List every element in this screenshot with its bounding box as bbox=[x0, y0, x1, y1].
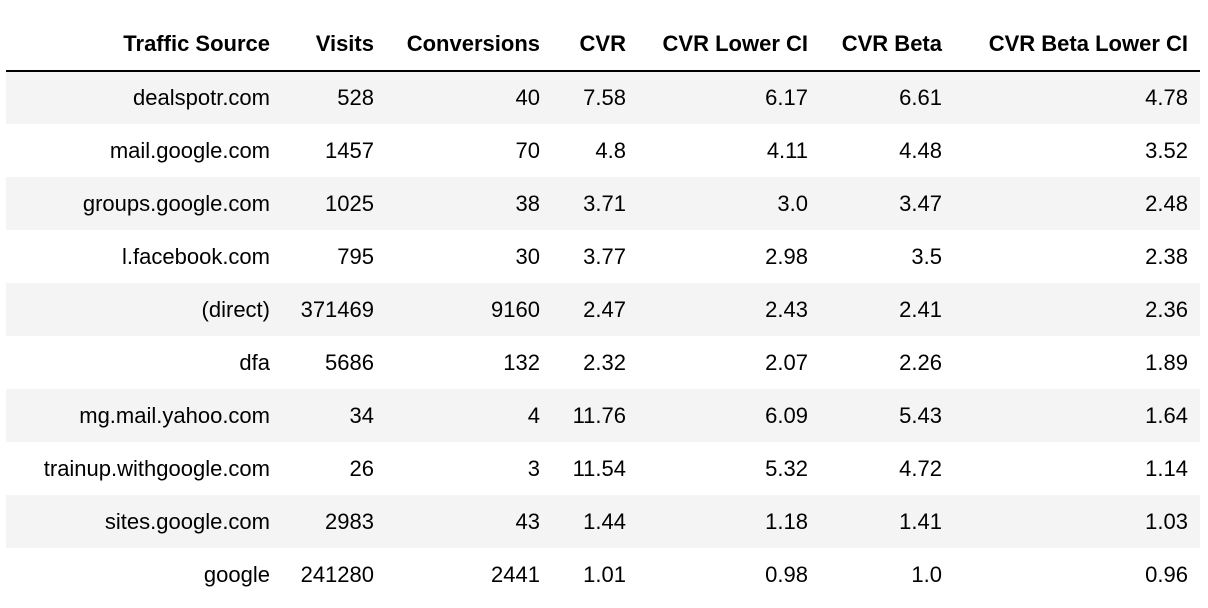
cvr-cell: 3.77 bbox=[583, 243, 626, 269]
cvr-beta-cell: 3.5 bbox=[911, 243, 942, 269]
cvr-lower-ci-cell: 2.07 bbox=[765, 349, 808, 375]
table-row: mg.mail.yahoo.com 34 4 11.76 6.09 5.43 1… bbox=[6, 389, 1200, 442]
column-header: Visits bbox=[315, 30, 374, 56]
conversions-cell: 9160 bbox=[491, 296, 540, 322]
traffic-source-cell: trainup.withgoogle.com bbox=[43, 455, 270, 481]
cvr-beta-lower-ci-cell: 2.38 bbox=[1145, 243, 1188, 269]
table-row: l.facebook.com 795 30 3.77 2.98 3.5 2.38 bbox=[6, 230, 1200, 283]
cvr-cell: 11.76 bbox=[572, 402, 626, 428]
cvr-lower-ci-cell: 2.98 bbox=[765, 243, 808, 269]
traffic-source-cell: (direct) bbox=[201, 296, 270, 322]
table-row: sites.google.com 2983 43 1.44 1.18 1.41 … bbox=[6, 495, 1200, 548]
traffic-source-cell: sites.google.com bbox=[104, 508, 270, 534]
cvr-beta-cell: 3.47 bbox=[899, 190, 942, 216]
traffic-source-cell: l.facebook.com bbox=[122, 243, 270, 269]
traffic-source-cell: groups.google.com bbox=[82, 190, 270, 216]
visits-cell: 26 bbox=[349, 455, 374, 481]
cvr-beta-cell: 4.72 bbox=[899, 455, 942, 481]
traffic-source-cell: dealspotr.com bbox=[133, 85, 270, 110]
cvr-beta-cell: 1.0 bbox=[911, 561, 942, 587]
cvr-beta-lower-ci-cell: 1.64 bbox=[1145, 402, 1188, 428]
table-row: groups.google.com 1025 38 3.71 3.0 3.47 … bbox=[6, 177, 1200, 230]
visits-cell: 34 bbox=[349, 402, 374, 428]
cvr-beta-cell: 4.48 bbox=[899, 137, 942, 163]
column-header: CVR Beta bbox=[841, 30, 942, 56]
traffic-source-cell: mail.google.com bbox=[109, 137, 270, 163]
table-row: (direct) 371469 9160 2.47 2.43 2.41 2.36 bbox=[6, 283, 1200, 336]
visits-cell: 1457 bbox=[325, 137, 374, 163]
cvr-lower-ci-cell: 4.11 bbox=[766, 137, 808, 163]
cvr-beta-cell: 1.41 bbox=[899, 508, 942, 534]
cvr-cell: 3.71 bbox=[583, 190, 626, 216]
cvr-cell: 2.47 bbox=[583, 296, 626, 322]
visits-cell: 1025 bbox=[325, 190, 374, 216]
cvr-lower-ci-cell: 6.17 bbox=[765, 85, 808, 110]
conversions-cell: 70 bbox=[515, 137, 540, 163]
visits-cell: 371469 bbox=[300, 296, 374, 322]
conversions-cell: 43 bbox=[515, 508, 540, 534]
cvr-beta-cell: 6.61 bbox=[899, 85, 942, 110]
visits-cell: 795 bbox=[337, 243, 374, 269]
cvr-beta-lower-ci-cell: 0.96 bbox=[1145, 561, 1188, 587]
traffic-source-cell: google bbox=[203, 561, 270, 587]
cvr-cell: 2.32 bbox=[583, 349, 626, 375]
cvr-lower-ci-cell: 1.18 bbox=[765, 508, 808, 534]
traffic-source-table: Traffic Source Visits Conversions CVR CV… bbox=[6, 17, 1200, 601]
conversions-cell: 132 bbox=[503, 349, 540, 375]
table-row: dfa 5686 132 2.32 2.07 2.26 1.89 bbox=[6, 336, 1200, 389]
cvr-beta-cell: 5.43 bbox=[899, 402, 942, 428]
cvr-beta-lower-ci-cell: 4.78 bbox=[1145, 85, 1188, 110]
cvr-lower-ci-cell: 3.0 bbox=[777, 190, 808, 216]
visits-cell: 2983 bbox=[325, 508, 374, 534]
cvr-lower-ci-cell: 0.98 bbox=[765, 561, 808, 587]
visits-cell: 5686 bbox=[325, 349, 374, 375]
column-header: Conversions bbox=[406, 30, 540, 56]
header-row: Traffic Source Visits Conversions CVR CV… bbox=[6, 17, 1200, 71]
table-row: google 241280 2441 1.01 0.98 1.0 0.96 bbox=[6, 548, 1200, 601]
cvr-beta-cell: 2.26 bbox=[899, 349, 942, 375]
cvr-beta-lower-ci-cell: 1.14 bbox=[1145, 455, 1188, 481]
cvr-cell: 11.54 bbox=[572, 455, 626, 481]
conversions-cell: 3 bbox=[527, 455, 540, 481]
cvr-beta-lower-ci-cell: 2.48 bbox=[1145, 190, 1188, 216]
cvr-lower-ci-cell: 6.09 bbox=[765, 402, 808, 428]
cvr-beta-lower-ci-cell: 3.52 bbox=[1145, 137, 1188, 163]
cvr-beta-lower-ci-cell: 1.03 bbox=[1145, 508, 1188, 534]
conversions-cell: 30 bbox=[515, 243, 540, 269]
visits-cell: 241280 bbox=[300, 561, 374, 587]
conversions-cell: 40 bbox=[515, 85, 540, 110]
traffic-source-cell: dfa bbox=[239, 349, 270, 375]
column-header: CVR bbox=[579, 30, 626, 56]
cvr-beta-lower-ci-cell: 1.89 bbox=[1145, 349, 1188, 375]
table-row: mail.google.com 1457 70 4.8 4.11 4.48 3.… bbox=[6, 124, 1200, 177]
cvr-cell: 7.58 bbox=[583, 85, 626, 110]
column-header: Traffic Source bbox=[123, 30, 270, 56]
conversions-cell: 4 bbox=[527, 402, 540, 428]
conversions-cell: 2441 bbox=[491, 561, 540, 587]
conversions-cell: 38 bbox=[515, 190, 540, 216]
column-header: CVR Beta Lower CI bbox=[988, 30, 1188, 56]
table-row: trainup.withgoogle.com 26 3 11.54 5.32 4… bbox=[6, 442, 1200, 495]
cvr-beta-cell: 2.41 bbox=[899, 296, 942, 322]
table-row: dealspotr.com 528 40 7.58 6.17 6.61 4.78 bbox=[6, 71, 1200, 124]
table-body: dealspotr.com 528 40 7.58 6.17 6.61 4.78… bbox=[6, 71, 1200, 601]
visits-cell: 528 bbox=[337, 85, 374, 110]
column-header: CVR Lower CI bbox=[662, 30, 808, 56]
cvr-lower-ci-cell: 5.32 bbox=[765, 455, 808, 481]
traffic-source-cell: mg.mail.yahoo.com bbox=[79, 402, 270, 428]
cvr-cell: 1.44 bbox=[583, 508, 626, 534]
cvr-lower-ci-cell: 2.43 bbox=[765, 296, 808, 322]
cvr-cell: 1.01 bbox=[583, 561, 626, 587]
cvr-cell: 4.8 bbox=[595, 137, 626, 163]
cvr-beta-lower-ci-cell: 2.36 bbox=[1145, 296, 1188, 322]
